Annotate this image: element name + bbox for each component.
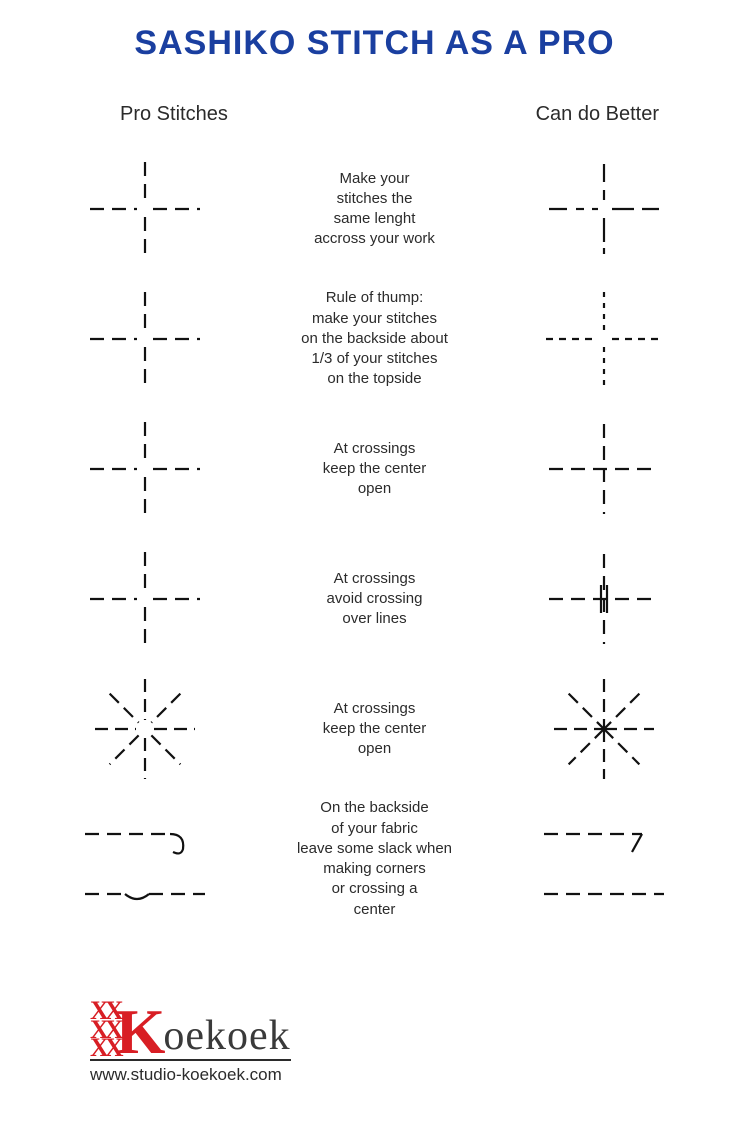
- row-description: Make yourstitches thesame lenghtaccross …: [244, 169, 506, 250]
- logo-rest: oekoek: [163, 1015, 290, 1057]
- diagram-pro: [60, 149, 230, 269]
- page: SASHIKO STITCH AS A PRO Pro Stitches Can…: [0, 0, 749, 1125]
- logo: XXXXXX K oekoek: [90, 1002, 291, 1057]
- diagram-pro: [60, 669, 230, 789]
- row: At crossingskeep the centeropen: [0, 664, 749, 794]
- diagram-pro: [60, 279, 230, 399]
- row: On the backsideof your fabricleave some …: [0, 794, 749, 924]
- diagram-better: [519, 149, 689, 269]
- column-headers: Pro Stitches Can do Better: [0, 103, 749, 126]
- row-description: On the backsideof your fabricleave some …: [244, 798, 506, 920]
- diagram-better: [519, 279, 689, 399]
- row: Rule of thump:make your stitcheson the b…: [0, 274, 749, 404]
- row-description: At crossingskeep the centeropen: [244, 699, 506, 760]
- page-title: SASHIKO STITCH AS A PRO: [0, 24, 749, 63]
- row: Make yourstitches thesame lenghtaccross …: [0, 144, 749, 274]
- row-description: At crossingsavoid crossingover lines: [244, 569, 506, 630]
- row-description: At crossingskeep the centeropen: [244, 439, 506, 500]
- diagram-pro: [60, 539, 230, 659]
- diagram-better: [519, 799, 689, 919]
- diagram-pro: [60, 799, 230, 919]
- diagram-pro: [60, 409, 230, 529]
- row-description: Rule of thump:make your stitcheson the b…: [244, 288, 506, 389]
- footer: XXXXXX K oekoek www.studio-koekoek.com: [90, 1002, 291, 1085]
- row: At crossingsavoid crossingover lines: [0, 534, 749, 664]
- diagram-better: [519, 669, 689, 789]
- col-header-left: Pro Stitches: [120, 103, 228, 126]
- row: At crossingskeep the centeropen: [0, 404, 749, 534]
- diagram-better: [519, 409, 689, 529]
- diagram-better: [519, 539, 689, 659]
- col-header-right: Can do Better: [536, 103, 659, 126]
- logo-k: K: [116, 1006, 166, 1057]
- rows-container: Make yourstitches thesame lenghtaccross …: [0, 144, 749, 924]
